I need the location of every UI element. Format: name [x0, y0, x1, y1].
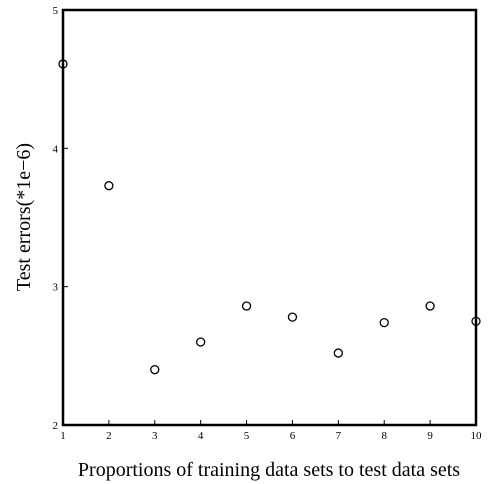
data-point [241, 301, 252, 311]
data-point [333, 348, 343, 358]
x-tick-label: 3 [152, 430, 158, 442]
x-tick-label: 7 [336, 430, 342, 442]
x-tick-label: 9 [427, 430, 433, 442]
x-axis-label: Proportions of training data sets to tes… [78, 459, 460, 481]
data-point [379, 317, 389, 328]
x-tick-label: 6 [290, 430, 296, 442]
data-point [425, 301, 435, 311]
x-tick-label: 5 [244, 430, 250, 442]
data-point [196, 337, 206, 347]
data-point [150, 365, 160, 375]
x-tick-label: 2 [106, 430, 112, 442]
y-tick-label: 5 [53, 5, 59, 17]
x-tick-label: 1 [60, 430, 66, 442]
data-point [287, 312, 298, 322]
points-layer [58, 59, 481, 375]
plot-frame [61, 8, 478, 427]
y-tick-label: 4 [53, 143, 59, 155]
y-tick-label: 3 [53, 282, 59, 294]
x-tick-label: 8 [381, 430, 387, 442]
data-point [104, 181, 114, 191]
y-axis-label: Test errors(*1e−6) [13, 143, 35, 291]
y-tick-label: 2 [53, 420, 59, 432]
x-tick-label: 4 [198, 430, 204, 442]
x-tick-label: 10 [471, 430, 483, 442]
